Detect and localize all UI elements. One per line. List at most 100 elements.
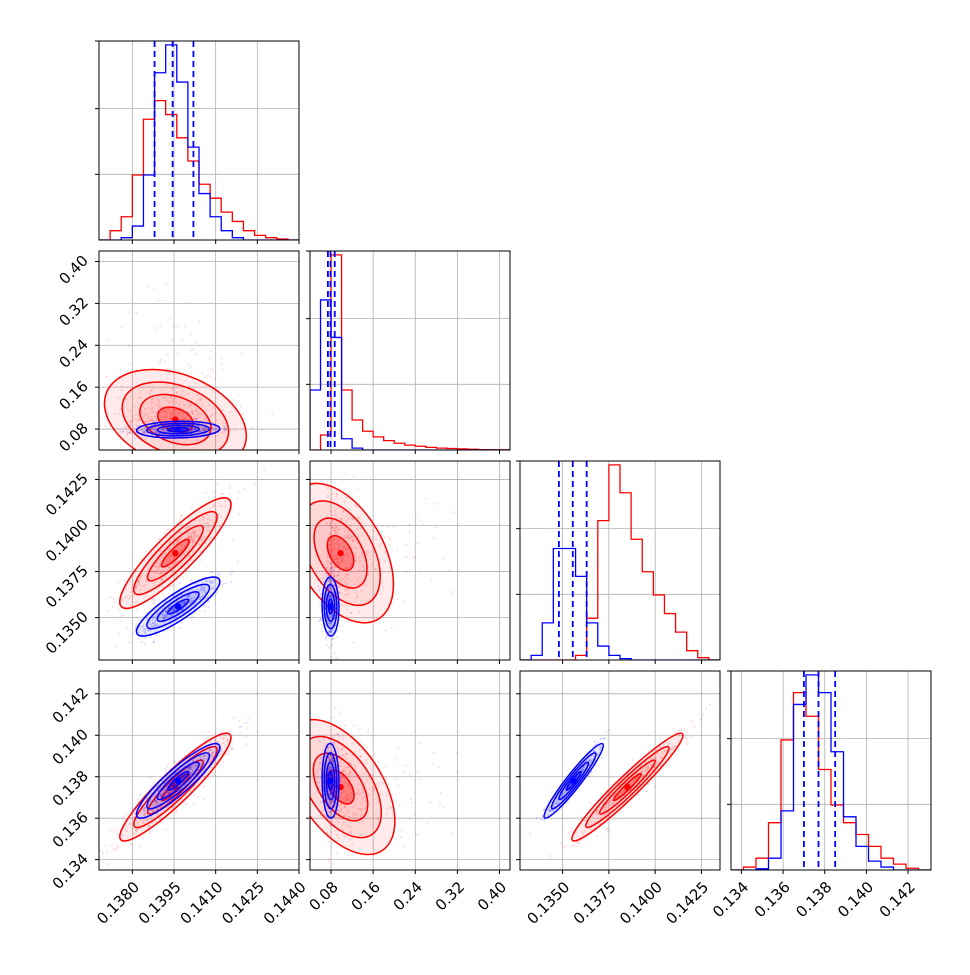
scatter-point xyxy=(207,436,209,438)
scatter-point xyxy=(173,805,175,807)
scatter-point xyxy=(115,645,117,647)
y-tick-label: 0.1375 xyxy=(42,562,92,612)
scatter-point xyxy=(536,817,538,819)
scatter-point xyxy=(238,513,240,515)
scatter-point xyxy=(210,376,212,378)
scatter-point xyxy=(239,351,241,353)
scatter-point xyxy=(254,483,256,485)
scatter-point xyxy=(549,855,551,857)
scatter-point xyxy=(168,762,170,764)
scatter-point xyxy=(632,759,634,761)
panel-2-1 xyxy=(266,447,510,664)
scatter-point xyxy=(316,771,318,773)
scatter-point xyxy=(323,745,325,747)
scatter-point xyxy=(126,430,128,432)
scatter-point xyxy=(328,861,330,863)
scatter-point xyxy=(191,503,193,505)
scatter-point xyxy=(121,430,123,432)
scatter-point xyxy=(231,570,233,572)
scatter-point xyxy=(439,803,441,805)
density-peak-blue xyxy=(327,603,333,609)
scatter-point xyxy=(153,598,155,600)
scatter-point xyxy=(326,635,328,637)
scatter-point xyxy=(654,786,656,788)
scatter-point xyxy=(177,325,179,327)
scatter-point xyxy=(332,824,334,826)
scatter-point xyxy=(395,759,397,761)
scatter-point xyxy=(325,638,327,640)
scatter-point xyxy=(356,488,358,490)
scatter-point xyxy=(237,498,239,500)
scatter-point xyxy=(134,434,136,436)
scatter-point xyxy=(338,711,340,713)
scatter-point xyxy=(397,747,399,749)
panel-content xyxy=(67,251,299,489)
scatter-point xyxy=(181,339,183,341)
scatter-point xyxy=(85,658,87,660)
scatter-point xyxy=(680,729,682,731)
panel-content xyxy=(85,461,299,660)
scatter-point xyxy=(119,431,121,433)
y-tick-label: 0.40 xyxy=(55,252,91,288)
scatter-point xyxy=(175,352,177,354)
scatter-point xyxy=(686,732,688,734)
scatter-point xyxy=(660,737,662,739)
scatter-point xyxy=(225,428,227,430)
scatter-point xyxy=(319,768,321,770)
scatter-point xyxy=(570,846,572,848)
y-tick-label: 0.1400 xyxy=(42,516,92,566)
scatter-point xyxy=(106,872,108,874)
scatter-point xyxy=(204,492,206,494)
scatter-point xyxy=(237,560,239,562)
scatter-point xyxy=(209,368,211,370)
scatter-point xyxy=(338,741,340,743)
scatter-point xyxy=(668,760,670,762)
x-tick-label: 0.32 xyxy=(432,878,468,914)
scatter-point xyxy=(219,735,221,737)
scatter-point xyxy=(228,750,230,752)
scatter-point xyxy=(337,809,339,811)
panel-content xyxy=(520,461,720,660)
scatter-point xyxy=(364,744,366,746)
scatter-point xyxy=(130,818,132,820)
histogram-red xyxy=(520,465,720,660)
scatter-point xyxy=(333,717,335,719)
scatter-point xyxy=(409,774,411,776)
scatter-point xyxy=(456,752,458,754)
scatter-point xyxy=(156,813,158,815)
density-peak-blue xyxy=(327,778,333,784)
scatter-point xyxy=(358,728,360,730)
scatter-point xyxy=(271,413,273,415)
scatter-point xyxy=(336,657,338,659)
scatter-point xyxy=(333,652,335,654)
scatter-point xyxy=(405,556,407,558)
panel-1-0: 0.080.160.240.320.40 xyxy=(55,251,299,489)
scatter-point xyxy=(221,730,223,732)
scatter-point xyxy=(443,806,445,808)
scatter-point xyxy=(330,656,332,658)
scatter-point xyxy=(239,733,241,735)
scatter-point xyxy=(196,439,198,441)
scatter-point xyxy=(195,353,197,355)
scatter-point xyxy=(139,846,141,848)
scatter-point xyxy=(214,496,216,498)
scatter-point xyxy=(158,599,160,601)
scatter-point xyxy=(139,794,141,796)
histogram-red xyxy=(310,255,510,450)
scatter-point xyxy=(175,809,177,811)
y-tick-label: 0.136 xyxy=(49,808,92,851)
scatter-point xyxy=(123,816,125,818)
scatter-point xyxy=(319,777,321,779)
scatter-point xyxy=(693,726,695,728)
scatter-point xyxy=(415,514,417,516)
scatter-point xyxy=(403,846,405,848)
scatter-point xyxy=(388,544,390,546)
scatter-point xyxy=(213,763,215,765)
scatter-point xyxy=(391,627,393,629)
scatter-point xyxy=(430,801,432,803)
scatter-point xyxy=(570,827,572,829)
panel-frame xyxy=(99,461,299,660)
scatter-point xyxy=(675,753,677,755)
scatter-point xyxy=(410,798,412,800)
scatter-point xyxy=(420,778,422,780)
